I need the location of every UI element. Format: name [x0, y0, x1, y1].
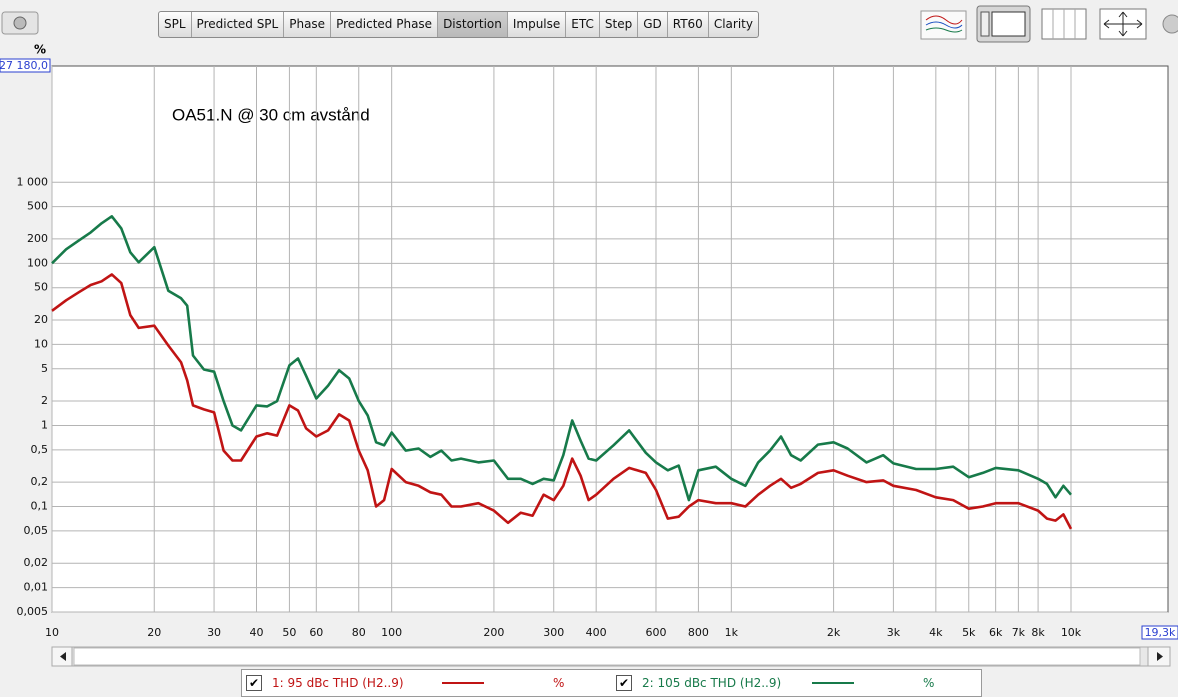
- y-tick-label: 0,02: [24, 556, 49, 569]
- x-tick-label: 8k: [1031, 626, 1045, 639]
- x-tick-label: 3k: [887, 626, 901, 639]
- annotation: OA51.N @ 30 cm avstånd: [172, 105, 370, 124]
- view-button[interactable]: Step: [600, 12, 639, 37]
- y-tick-label: 20: [34, 313, 48, 326]
- legend-swatch: [812, 682, 854, 684]
- x-tick-label: 7k: [1012, 626, 1026, 639]
- series-lines: [51, 215, 1073, 530]
- y-tick-label: 0,05: [24, 524, 49, 537]
- grid-icon[interactable]: [1041, 8, 1087, 40]
- view-button[interactable]: Impulse: [508, 12, 567, 37]
- legend-label: 1: 95 dBc THD (H2..9): [272, 676, 404, 690]
- view-button[interactable]: ETC: [566, 12, 600, 37]
- view-button[interactable]: Predicted Phase: [331, 12, 439, 37]
- y-tick-label: 0,01: [24, 581, 49, 594]
- series-line: [51, 273, 1073, 530]
- legend-label: 2: 105 dBc THD (H2..9): [642, 676, 782, 690]
- x-tick-label: 30: [207, 626, 221, 639]
- pan-icon[interactable]: [1099, 8, 1147, 40]
- y-tick-label: 1 000: [17, 175, 49, 188]
- y-tick-label: 200: [27, 232, 48, 245]
- y-tick-label: 0,5: [31, 443, 49, 456]
- x-tick-label: 400: [586, 626, 607, 639]
- y-tick-label: 5: [41, 362, 48, 375]
- y-tick-label: 0,1: [31, 500, 49, 513]
- y-tick-label: 100: [27, 256, 48, 269]
- view-button[interactable]: Clarity: [713, 17, 753, 31]
- x-tick-label: 1k: [725, 626, 739, 639]
- x-tick-label: 200: [483, 626, 504, 639]
- x-tick-label: 80: [352, 626, 366, 639]
- y-tick-label: 10: [34, 337, 48, 350]
- tick-labels: 27 180,0 1 000 500 200 100 50 20 10 5 2 1 0,5 0,2 0,1…: [0, 58, 1178, 640]
- view-button[interactable]: SPL: [159, 12, 192, 37]
- view-button[interactable]: Phase: [284, 12, 332, 37]
- x-tick-label: 300: [543, 626, 564, 639]
- y-tick-label: 0,005: [17, 605, 49, 618]
- x-tick-label: 6k: [989, 626, 1003, 639]
- x-limit-box: [1141, 625, 1178, 640]
- legend-checkbox[interactable]: ✔: [616, 675, 632, 691]
- y-tick-label: 50: [34, 281, 48, 294]
- legend-unit: %: [553, 676, 565, 690]
- legend-unit: %: [923, 676, 935, 690]
- overlay-icon[interactable]: [920, 10, 967, 40]
- y-limit-box: [0, 58, 51, 73]
- x-tick-label: 40: [250, 626, 264, 639]
- y-tick-label: 500: [27, 200, 48, 213]
- view-button[interactable]: RT60: [668, 12, 709, 37]
- y-tick-label: 0,2: [31, 475, 49, 488]
- x-tick-label: 5k: [962, 626, 976, 639]
- x-tick-label: 10: [45, 626, 59, 639]
- y-tick-label: 1: [41, 418, 48, 431]
- legend: ✔ 1: 95 dBc THD (H2..9)% ✔ 2: 105 dBc THD (…: [241, 669, 982, 697]
- layout-icon[interactable]: [976, 5, 1031, 43]
- x-tick-label: 100: [381, 626, 402, 639]
- x-tick-label: 2k: [827, 626, 841, 639]
- series-line: [51, 215, 1072, 502]
- x-tick-label: 50: [282, 626, 296, 639]
- view-button[interactable]: Distortion: [438, 12, 508, 37]
- view-button[interactable]: GD: [638, 12, 668, 37]
- x-tick-label: 600: [645, 626, 666, 639]
- x-tick-label: 19,3k: [1145, 626, 1176, 639]
- snapshot-icon[interactable]: [1, 11, 39, 35]
- settings-icon[interactable]: [1162, 14, 1178, 34]
- x-tick-label: 800: [688, 626, 709, 639]
- plot-area: [51, 65, 1169, 613]
- y-tick-label: 27 180,0: [0, 59, 48, 72]
- view-button[interactable]: Predicted SPL: [192, 12, 285, 37]
- y-tick-label: 2: [41, 394, 48, 407]
- legend-checkbox[interactable]: ✔: [246, 675, 262, 691]
- x-tick-label: 4k: [929, 626, 943, 639]
- x-tick-label: 10k: [1061, 626, 1082, 639]
- y-axis-unit: %: [34, 43, 46, 57]
- legend-swatch: [442, 682, 484, 684]
- x-tick-label: 60: [309, 626, 323, 639]
- horizontal-scrollbar[interactable]: [51, 646, 1171, 667]
- x-tick-label: 20: [147, 626, 161, 639]
- view-toolbar: SPL Predicted SPL Phase Predicted Phase Dist…: [158, 11, 759, 38]
